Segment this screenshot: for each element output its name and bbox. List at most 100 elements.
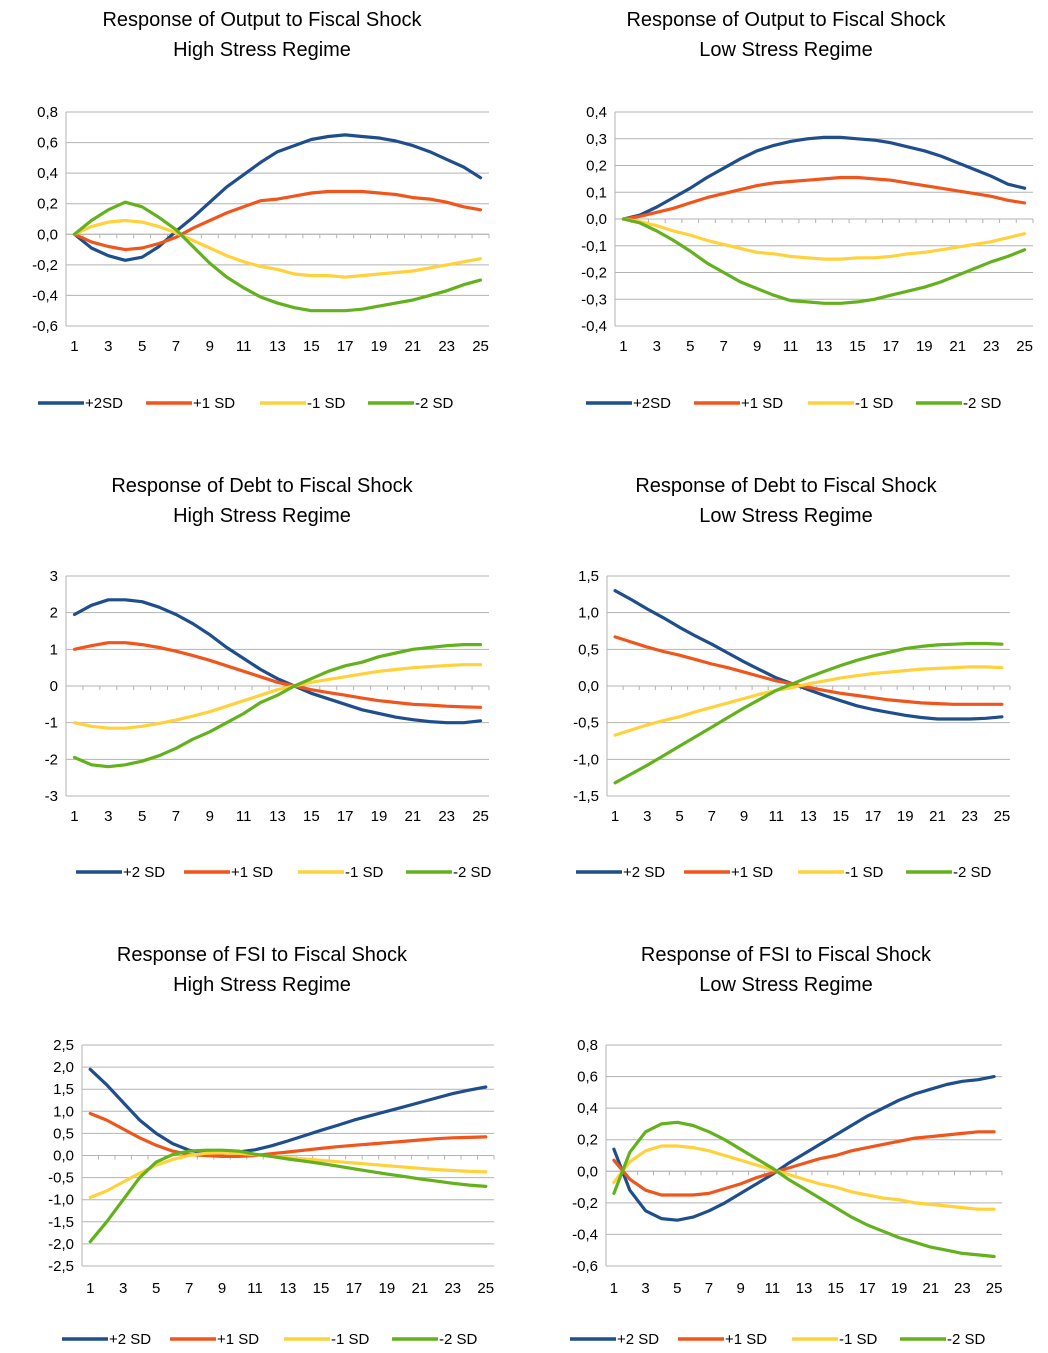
x-tick-label: 23 <box>983 338 1000 355</box>
y-tick-label: -0,1 <box>581 238 607 255</box>
legend-label: +2SD <box>633 395 671 412</box>
legend-label: -2 SD <box>953 864 992 881</box>
y-tick-label: 0,8 <box>577 1037 598 1054</box>
y-tick-label: -1,5 <box>48 1214 74 1231</box>
x-tick-label: 1 <box>610 1280 618 1297</box>
legend-label: +1 SD <box>231 864 273 881</box>
x-tick-label: 23 <box>438 338 455 355</box>
x-tick-label: 5 <box>675 808 683 825</box>
chart-title-line2: High Stress Regime <box>173 39 351 61</box>
y-tick-label: 1,0 <box>53 1103 74 1120</box>
x-tick-label: 21 <box>949 338 966 355</box>
x-tick-label: 17 <box>337 808 354 825</box>
x-tick-label: 15 <box>303 808 320 825</box>
series-line <box>72 663 483 730</box>
x-tick-label: 9 <box>753 338 761 355</box>
y-tick-label: -0,4 <box>32 287 58 304</box>
x-tick-label: 25 <box>1016 338 1033 355</box>
chart-fsi-low: Response of FSI to Fiscal Shock Low Stre… <box>524 902 1048 1353</box>
legend-label: -1 SD <box>839 1331 878 1348</box>
x-tick-label: 25 <box>986 1280 1003 1297</box>
chart-svg: -1,5-1,0-0,50,00,51,01,51 3 5 7 9 11 13 15 17 19 2… <box>573 568 1011 881</box>
chart-title-line1: Response of Output to Fiscal Shock <box>102 9 422 31</box>
y-tick-label: -0,5 <box>48 1170 74 1187</box>
x-tick-label: 5 <box>138 808 146 825</box>
series-line <box>72 133 483 262</box>
y-tick-label: 2 <box>50 605 58 622</box>
y-tick-label: 0,0 <box>37 226 58 243</box>
y-tick-label: 0,2 <box>577 1132 598 1149</box>
y-tick-label: -0,3 <box>581 291 607 308</box>
x-tick-label: 17 <box>337 338 354 355</box>
series-line <box>613 665 1004 737</box>
chart-svg: -0,6-0,4-0,20,00,20,40,60,81 3 5 7 9 11 13 15 17… <box>570 1037 1003 1348</box>
series-line <box>88 1148 488 1244</box>
y-tick-label: -1,0 <box>48 1192 74 1209</box>
legend-label: +1 SD <box>725 1331 767 1348</box>
x-tick-label: 3 <box>104 338 112 355</box>
legend-label: -1 SD <box>855 395 894 412</box>
x-tick-label: 19 <box>379 1280 396 1297</box>
legend-label: +2 SD <box>123 864 165 881</box>
series-line <box>612 1120 996 1259</box>
x-tick-label: 25 <box>477 1280 494 1297</box>
y-tick-label: 0,4 <box>37 165 58 182</box>
y-tick-label: 0,4 <box>586 104 607 121</box>
x-tick-label: 3 <box>104 808 112 825</box>
legend-label: -1 SD <box>307 395 346 412</box>
series-line <box>621 135 1027 221</box>
chart-debt-high: Response of Debt to Fiscal Shock High St… <box>0 451 524 902</box>
y-tick-label: 0,0 <box>53 1148 74 1165</box>
y-tick-label: 0,4 <box>577 1100 598 1117</box>
y-tick-label: -2,5 <box>48 1258 74 1275</box>
x-tick-label: 21 <box>411 1280 428 1297</box>
legend-label: -2 SD <box>947 1331 986 1348</box>
series-line <box>612 1144 996 1211</box>
chart-title-line1: Response of Debt to Fiscal Shock <box>635 475 937 497</box>
x-tick-label: 5 <box>673 1280 681 1297</box>
x-tick-label: 17 <box>859 1280 876 1297</box>
legend-label: +2 SD <box>623 864 665 881</box>
chart-title-line2: Low Stress Regime <box>699 974 873 996</box>
x-tick-label: 11 <box>236 338 252 355</box>
x-tick-label: 11 <box>768 808 784 825</box>
y-tick-label: 1 <box>50 641 58 658</box>
y-tick-label: -0,4 <box>581 318 607 335</box>
y-tick-label: 0,0 <box>577 1163 598 1180</box>
series-line <box>621 217 1027 261</box>
x-tick-label: 25 <box>472 338 489 355</box>
series-line <box>613 589 1004 721</box>
x-tick-label: 23 <box>954 1280 971 1297</box>
series-line <box>613 641 1004 785</box>
x-tick-label: 5 <box>138 338 146 355</box>
legend-label: -2 SD <box>415 395 454 412</box>
x-tick-label: 13 <box>800 808 817 825</box>
y-tick-label: -0,5 <box>573 715 599 732</box>
chart-svg: -2,5-2,0-1,5-1,0-0,50,00,51,01,52,02,51 3… <box>48 1037 495 1348</box>
legend-label: +1 SD <box>731 864 773 881</box>
x-tick-label: 1 <box>619 338 627 355</box>
x-tick-label: 21 <box>922 1280 939 1297</box>
x-tick-label: 13 <box>796 1280 813 1297</box>
y-tick-label: 0,2 <box>586 158 607 175</box>
legend-label: +2 SD <box>109 1331 151 1348</box>
x-tick-label: 21 <box>405 808 422 825</box>
x-tick-label: 19 <box>371 338 388 355</box>
x-tick-label: 17 <box>883 338 900 355</box>
legend-label: +1 SD <box>741 395 783 412</box>
y-tick-label: -2,0 <box>48 1236 74 1253</box>
x-tick-label: 9 <box>206 808 214 825</box>
y-tick-label: -0,6 <box>32 318 58 335</box>
legend-label: +1 SD <box>217 1331 259 1348</box>
x-tick-label: 5 <box>152 1280 160 1297</box>
x-tick-label: 7 <box>720 338 728 355</box>
y-tick-label: 1,5 <box>53 1081 74 1098</box>
legend-label: -1 SD <box>331 1331 370 1348</box>
y-tick-label: 0,1 <box>586 184 607 201</box>
x-tick-label: 11 <box>765 1280 781 1297</box>
y-tick-label: -0,2 <box>572 1195 598 1212</box>
series-line <box>72 598 483 725</box>
x-tick-label: 7 <box>172 808 180 825</box>
y-tick-label: 0,5 <box>53 1125 74 1142</box>
